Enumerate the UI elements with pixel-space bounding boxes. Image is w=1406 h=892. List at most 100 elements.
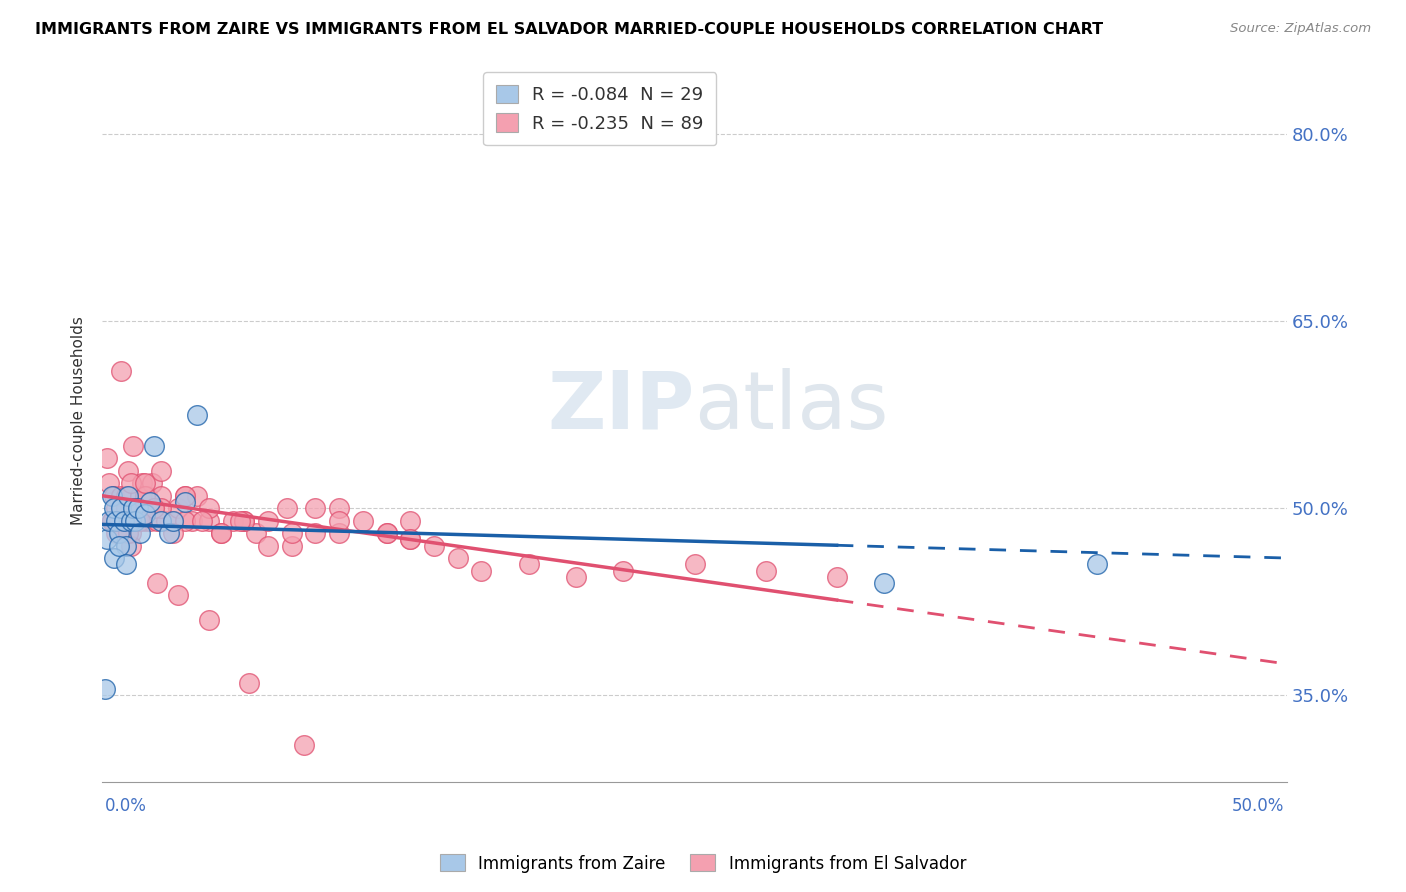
Point xyxy=(304,526,326,541)
Point xyxy=(565,570,588,584)
Point xyxy=(124,514,146,528)
Point xyxy=(120,514,142,528)
Point xyxy=(98,514,121,528)
Point xyxy=(136,489,159,503)
Point xyxy=(100,514,122,528)
Point xyxy=(134,476,156,491)
Point xyxy=(105,514,128,528)
Point xyxy=(755,564,778,578)
Point xyxy=(115,489,138,503)
Point xyxy=(150,489,173,503)
Point xyxy=(115,539,138,553)
Point xyxy=(150,464,173,478)
Point xyxy=(122,439,145,453)
Point xyxy=(145,514,167,528)
Point xyxy=(138,495,160,509)
Point xyxy=(143,501,166,516)
Point xyxy=(399,533,422,547)
Point xyxy=(873,576,896,591)
Point xyxy=(162,514,184,528)
Point xyxy=(423,539,446,553)
Y-axis label: Married-couple Households: Married-couple Households xyxy=(72,317,86,525)
Point xyxy=(276,501,298,516)
Point xyxy=(103,514,125,528)
Point xyxy=(103,501,125,516)
Point xyxy=(138,514,160,528)
Text: 50.0%: 50.0% xyxy=(1232,797,1285,815)
Point xyxy=(181,514,204,528)
Point xyxy=(117,464,139,478)
Point xyxy=(112,514,135,528)
Point xyxy=(107,526,129,541)
Point xyxy=(186,489,208,503)
Point xyxy=(470,564,492,578)
Point xyxy=(129,526,152,541)
Point xyxy=(127,501,149,516)
Point xyxy=(117,526,139,541)
Point xyxy=(157,526,180,541)
Point xyxy=(134,489,156,503)
Point xyxy=(131,476,153,491)
Point xyxy=(174,495,197,509)
Point xyxy=(174,489,197,503)
Point xyxy=(328,526,350,541)
Text: Source: ZipAtlas.com: Source: ZipAtlas.com xyxy=(1230,22,1371,36)
Point xyxy=(281,526,304,541)
Point xyxy=(209,526,232,541)
Point xyxy=(825,570,848,584)
Point xyxy=(162,526,184,541)
Text: atlas: atlas xyxy=(695,368,889,445)
Point xyxy=(110,501,132,516)
Point xyxy=(292,738,315,752)
Point xyxy=(186,408,208,422)
Text: IMMIGRANTS FROM ZAIRE VS IMMIGRANTS FROM EL SALVADOR MARRIED-COUPLE HOUSEHOLDS C: IMMIGRANTS FROM ZAIRE VS IMMIGRANTS FROM… xyxy=(35,22,1104,37)
Point xyxy=(120,539,142,553)
Point xyxy=(281,539,304,553)
Point xyxy=(93,681,115,696)
Point xyxy=(110,526,132,541)
Point xyxy=(115,501,138,516)
Point xyxy=(98,476,121,491)
Point xyxy=(100,514,122,528)
Point xyxy=(105,501,128,516)
Point xyxy=(107,514,129,528)
Point xyxy=(174,489,197,503)
Point xyxy=(257,514,280,528)
Point xyxy=(110,364,132,378)
Point xyxy=(134,508,156,522)
Legend: R = -0.084  N = 29, R = -0.235  N = 89: R = -0.084 N = 29, R = -0.235 N = 89 xyxy=(484,72,716,145)
Point xyxy=(150,514,173,528)
Point xyxy=(143,501,166,516)
Point xyxy=(257,539,280,553)
Point xyxy=(145,576,167,591)
Point xyxy=(127,501,149,516)
Point xyxy=(399,533,422,547)
Point xyxy=(304,501,326,516)
Point xyxy=(143,439,166,453)
Point xyxy=(245,526,267,541)
Legend: Immigrants from Zaire, Immigrants from El Salvador: Immigrants from Zaire, Immigrants from E… xyxy=(433,847,973,880)
Point xyxy=(96,533,118,547)
Point xyxy=(209,526,232,541)
Point xyxy=(328,501,350,516)
Point xyxy=(190,514,212,528)
Point xyxy=(103,551,125,566)
Point xyxy=(238,675,260,690)
Point xyxy=(96,451,118,466)
Point xyxy=(446,551,468,566)
Point xyxy=(112,514,135,528)
Point xyxy=(399,514,422,528)
Text: ZIP: ZIP xyxy=(547,368,695,445)
Point xyxy=(107,539,129,553)
Point xyxy=(103,489,125,503)
Point xyxy=(162,514,184,528)
Point xyxy=(120,476,142,491)
Point xyxy=(198,501,221,516)
Point xyxy=(134,514,156,528)
Point xyxy=(110,489,132,503)
Point xyxy=(375,526,398,541)
Point xyxy=(117,489,139,503)
Point xyxy=(683,558,706,572)
Point xyxy=(105,526,128,541)
Point xyxy=(198,514,221,528)
